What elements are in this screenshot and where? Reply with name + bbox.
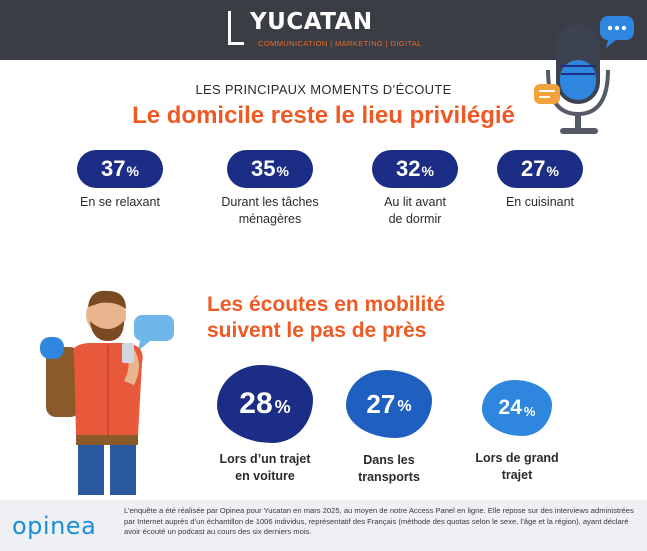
stat-pill: 37% [77,150,163,188]
stat-value: 28 [239,387,273,420]
stat-label-line: Dans les [363,453,415,467]
stat-unit: % [126,163,139,179]
microphone-icon [534,16,634,134]
stat-label: Lors d’un trajet en voiture [206,451,324,485]
stat-bedtime: 32% Au lit avant de dormir [355,150,475,228]
home-headline: Le domicile reste le lieu privilégié [132,102,515,129]
stat-label-line: Durant les tâches [221,195,319,209]
stat-label-line: de dormir [388,211,442,226]
stat-value: 27 [366,388,396,419]
stat-housework: 35% Durant les tâches ménagères [210,150,330,228]
logo-tagline: COMMUNICATION | MARKETING | DIGITAL [258,39,422,48]
stat-blob: 24% [482,380,552,436]
survey-note: L’enquête a été réalisée par Opinea pour… [124,506,634,537]
stat-unit: % [523,403,536,419]
section-kicker: LES PRINCIPAUX MOMENTS D’ÉCOUTE [195,82,452,97]
stat-cooking: 27% En cuisinant [480,150,600,211]
stat-label: Durant les tâches ménagères [210,194,330,228]
stat-label: En cuisinant [480,194,600,211]
stat-value: 24 [498,396,522,419]
stat-unit: % [274,396,291,417]
stat-label-line: Au lit avant [384,195,446,209]
opinea-logo: opinea [12,512,97,540]
stat-label: En se relaxant [60,194,180,211]
stat-label-line: Lors d’un trajet [219,452,311,466]
yucatan-logo: YUCATAN COMMUNICATION | MARKETING | DIGI… [228,9,428,51]
stat-blob: 28% [217,365,313,443]
stat-pill: 35% [227,150,313,188]
stat-value: 37 [101,156,126,181]
stat-label-line: ménagères [238,211,302,226]
stat-label-line: Lors de grand [475,451,559,465]
stat-unit: % [421,163,434,179]
stat-label-line: en voiture [235,468,295,483]
stat-car-trip: 28% Lors d’un trajet en voiture [206,365,324,485]
person-with-phone-illustration [40,290,174,495]
logo-bracket-icon [228,11,244,45]
mobile-headline-line: Les écoutes en mobilité [207,293,446,316]
stat-value: 35 [251,156,276,181]
stat-pill: 32% [372,150,458,188]
stat-unit: % [276,163,289,179]
mobile-headline: Les écoutes en mobilité suivent le pas d… [207,292,537,345]
stat-pill: 27% [497,150,583,188]
footer-bar [0,500,647,551]
stat-label-line: En se relaxant [80,195,160,209]
mobile-headline-line: suivent le pas de près [207,319,427,343]
stat-label: Au lit avant de dormir [355,194,475,228]
stat-transport: 27% Dans les transports [330,370,448,486]
header-bar [0,0,647,60]
stat-value: 27 [521,156,546,181]
stat-label-line: trajet [501,467,533,482]
stat-unit: % [546,163,559,179]
stat-blob: 27% [346,370,432,438]
logo-title: YUCATAN [250,9,373,35]
stat-unit: % [397,398,412,415]
stat-label-line: transports [358,469,420,484]
stat-relaxing: 37% En se relaxant [60,150,180,211]
stat-label: Dans les transports [330,452,448,486]
stat-long-trip: 24% Lors de grand trajet [458,380,576,484]
stat-value: 32 [396,156,421,181]
stat-label: Lors de grand trajet [458,450,576,484]
stat-label-line: En cuisinant [505,195,575,209]
